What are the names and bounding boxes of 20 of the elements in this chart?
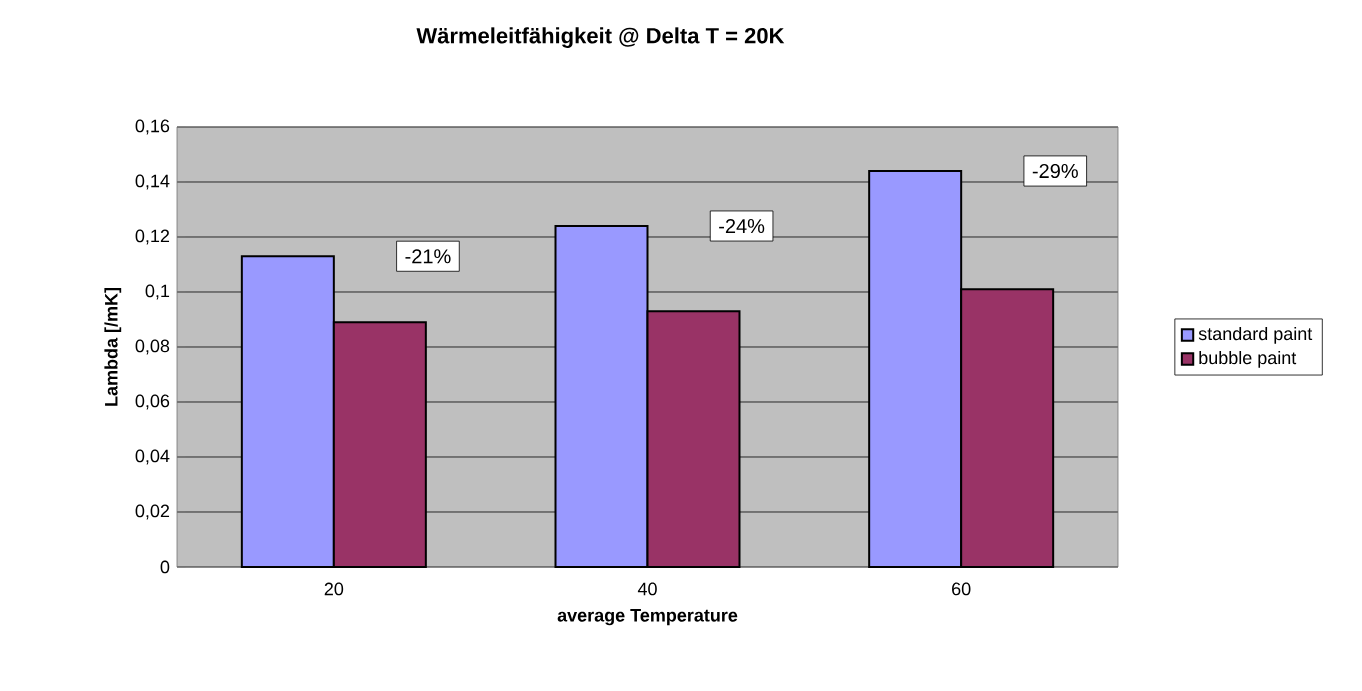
y-tick-label: 0 [160, 560, 170, 574]
y-tick-label: 0,16 [135, 119, 170, 135]
y-tick-label: 0,02 [135, 504, 170, 520]
legend-label: standard paint [1198, 326, 1313, 344]
y-tick-label: 0,06 [135, 394, 170, 410]
y-tick-label: 0,12 [135, 229, 170, 245]
y-tick-label: 0,14 [135, 174, 170, 190]
y-tick-label: 0,08 [135, 339, 170, 355]
x-axis-title: average Temperature [557, 609, 738, 626]
annotation: -21% [405, 249, 451, 264]
x-tick-label: 20 [324, 582, 344, 596]
chart-title: Wärmeleitfähigkeit @ Delta T = 20K [416, 27, 785, 48]
y-tick-label: 0,1 [145, 284, 170, 300]
annotation: -24% [719, 218, 765, 234]
y-axis-title: Lambda [/mK] [104, 288, 122, 406]
legend-label: bubble paint [1199, 350, 1297, 368]
y-tick-label: 0,04 [135, 449, 170, 465]
x-tick-label: 60 [952, 582, 971, 596]
x-tick-label: 40 [637, 582, 657, 596]
annotation: -29% [1032, 163, 1078, 179]
